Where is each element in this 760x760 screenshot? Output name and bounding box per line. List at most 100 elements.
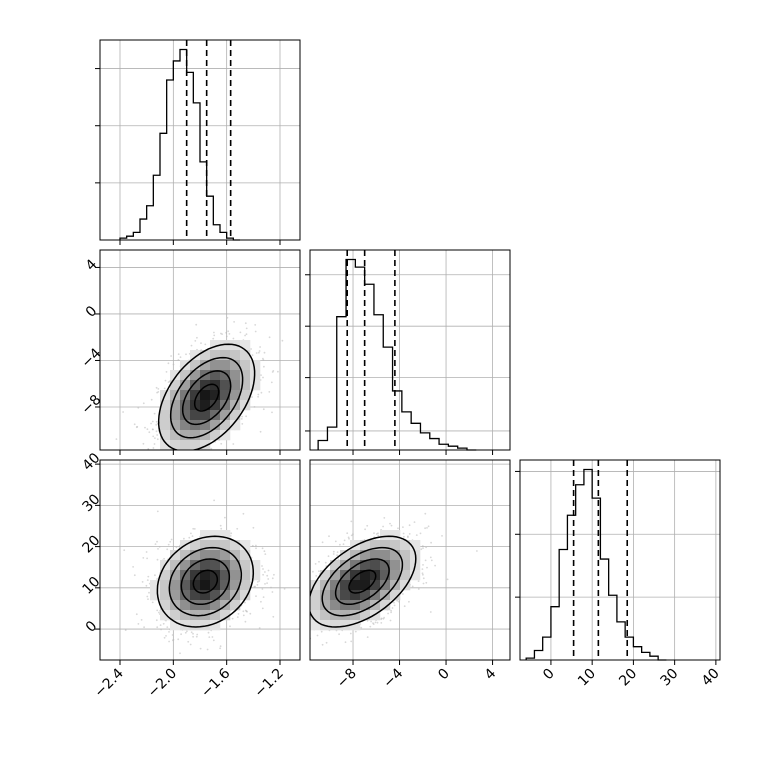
scatter-point [430,559,433,562]
scatter-point [191,455,193,457]
density-cell [160,410,171,421]
scatter-point [316,634,319,637]
panel-frame [99,249,301,451]
scatter-point [251,354,254,356]
density-cell [400,550,411,561]
density-cell [200,400,211,411]
density-cell [180,370,191,381]
scatter-point [320,630,323,633]
scatter-point [244,334,247,337]
scatter-point [188,536,191,539]
scatter-point [151,428,154,431]
scatter-point [305,638,307,640]
density-cell [410,540,421,551]
scatter-point [175,482,177,484]
density-cell [220,380,231,391]
scatter-point [417,588,420,590]
scatter-point [156,578,159,580]
scatter-point [148,591,150,594]
x-tick-label: 40 [699,666,723,690]
scatter-point [244,609,247,612]
scatter-point [146,455,148,457]
scatter-point [242,512,245,515]
scatter-point [213,334,216,337]
density-cell [160,610,171,621]
scatter-point [302,659,304,661]
scatter-point [254,324,257,326]
density-cell [220,350,231,361]
scatter-point [396,599,399,602]
scatter-point [144,426,146,429]
scatter-point [155,420,158,423]
scatter-point [195,323,198,326]
scatter-point [250,348,253,350]
contour-level-3 [169,356,244,439]
scatter-point [348,537,350,540]
density-cell [170,420,181,431]
contour-level-3 [168,546,243,617]
density-cell [180,560,191,571]
scatter-point [147,575,150,578]
scatter-point [305,578,307,580]
scatter-point [138,473,140,475]
scatter-point [147,598,149,600]
scatter-point [398,600,400,603]
scatter-point [273,573,275,576]
scatter-point [380,622,383,624]
density-cell [380,560,391,571]
scatter-point [266,582,268,584]
density-cell [210,550,221,561]
density-cell [310,580,321,591]
scatter-point [426,566,428,569]
scatter-point [164,379,167,382]
scatter-point [177,638,180,641]
scatter-point [327,555,330,558]
density-cell [200,540,211,551]
scatter-point [272,615,275,618]
scatter-point [307,588,309,590]
scatter-point [169,540,172,543]
scatter-point [294,615,296,617]
x-tick-label: 4 [482,665,500,683]
scatter-point [195,455,197,457]
density-cell [210,340,221,351]
scatter-point [318,560,320,563]
scatter-point [390,611,392,614]
scatter-point [163,557,166,560]
density-cell [180,570,191,581]
density-cell [240,380,251,391]
scatter-point [183,537,185,540]
scatter-point [178,451,180,453]
scatter-point [147,448,150,450]
density-cell [180,430,191,441]
scatter-point [259,430,262,433]
scatter-point [258,580,261,582]
scatter-point [170,355,173,357]
scatter-point [288,634,290,636]
scatter-point [160,455,162,457]
scatter-point [263,351,266,354]
scatter-point [215,451,217,453]
scatter-point [115,438,118,440]
scatter-point [417,580,420,582]
scatter-point [156,609,159,612]
density-cell [360,570,371,581]
density-cell [340,600,351,611]
density-cell [220,390,231,401]
density-cell [180,610,191,621]
density-cell [240,570,251,581]
density-cell [190,580,201,591]
scatter-point [142,402,145,405]
density-cell [340,620,351,631]
density-cell [170,590,181,601]
scatter-point [200,452,202,454]
scatter-point [186,630,188,633]
density-cell [210,570,221,581]
scatter-point [338,633,340,636]
scatter-point [254,585,256,588]
scatter-point [185,353,187,356]
density-cell [190,390,201,401]
density-cell [200,570,211,581]
contour-level-4 [310,535,417,628]
